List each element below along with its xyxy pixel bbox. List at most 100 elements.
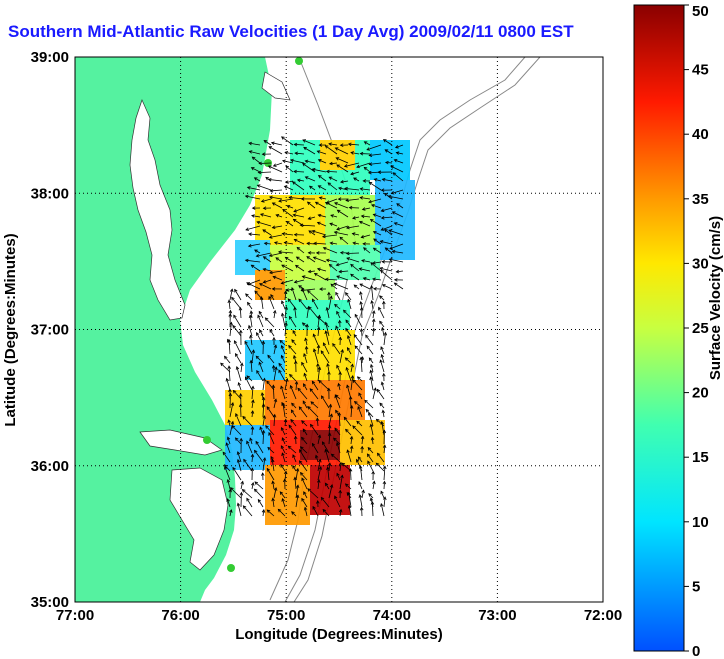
velocity-arrow-head	[362, 179, 367, 183]
velocity-arrow-head	[298, 406, 303, 410]
velocity-arrow-head	[281, 437, 285, 441]
velocity-arrow-head	[303, 372, 307, 377]
velocity-arrow-head	[312, 256, 317, 260]
velocity-arrow-head	[263, 241, 268, 246]
velocity-arrow-head	[305, 323, 309, 328]
velocity-arrow-head	[317, 213, 322, 218]
velocity-arrow	[346, 367, 352, 382]
velocity-arrow	[263, 268, 272, 272]
velocity-arrow	[318, 380, 330, 391]
velocity-arrow	[302, 275, 316, 281]
velocity-arrow	[273, 276, 283, 281]
velocity-arrow-head	[249, 334, 253, 339]
velocity-arrow	[366, 345, 374, 355]
velocity-arrow-head	[251, 349, 256, 354]
velocity-arrow	[288, 445, 297, 454]
velocity-arrow	[312, 298, 319, 310]
velocity-arrow-head	[273, 309, 277, 314]
velocity-arrow-head	[343, 416, 348, 421]
velocity-arrow-head	[333, 282, 338, 286]
velocity-arrow	[338, 383, 341, 391]
velocity-arrow	[292, 465, 297, 472]
velocity-arrow	[350, 264, 360, 272]
velocity-arrow-head	[369, 363, 374, 368]
colorbar-tick-label: 5	[692, 578, 700, 595]
velocity-arrow-head	[356, 420, 360, 425]
velocity-arrow-head	[379, 266, 384, 271]
velocity-arrow-head	[283, 185, 288, 189]
velocity-arrow	[272, 385, 275, 400]
velocity-arrow	[249, 438, 253, 445]
velocity-arrow	[291, 409, 297, 418]
velocity-arrow	[385, 161, 393, 164]
velocity-arrow	[251, 215, 261, 218]
velocity-arrow	[284, 378, 288, 391]
velocity-arrow-head	[250, 453, 255, 458]
velocity-arrow-head	[395, 269, 400, 274]
velocity-arrow	[262, 404, 265, 418]
velocity-arrow-head	[278, 199, 282, 203]
velocity-arrow-head	[355, 458, 360, 463]
velocity-arrow	[381, 216, 393, 219]
velocity-arrow-head	[361, 489, 365, 494]
velocity-arrow	[356, 162, 371, 168]
velocity-arrow	[345, 357, 352, 364]
velocity-arrow-head	[293, 435, 298, 440]
velocity-arrow	[293, 207, 305, 213]
velocity-arrow-head	[381, 284, 386, 288]
velocity-arrow	[348, 505, 352, 517]
velocity-arrow-head	[384, 247, 389, 251]
velocity-arrow	[257, 315, 264, 328]
velocity-arrow-head	[234, 437, 239, 442]
velocity-arrow-head	[270, 141, 275, 145]
velocity-arrow-head	[232, 324, 236, 329]
velocity-arrow	[235, 437, 242, 445]
velocity-arrow	[334, 395, 341, 409]
velocity-arrow-head	[291, 339, 295, 343]
velocity-arrow	[339, 475, 343, 490]
velocity-arrow-head	[228, 392, 233, 397]
velocity-arrow	[315, 201, 327, 209]
velocity-arrow	[336, 473, 341, 481]
velocity-arrow	[249, 150, 261, 155]
velocity-arrow-head	[371, 327, 376, 332]
velocity-arrow-head	[384, 160, 389, 165]
velocity-arrow-head	[357, 456, 362, 461]
velocity-arrow-head	[248, 150, 253, 154]
velocity-arrow-head	[361, 207, 366, 211]
velocity-arrow-head	[292, 454, 296, 458]
velocity-arrow-head	[273, 398, 278, 403]
velocity-arrow-head	[322, 508, 327, 513]
velocity-arrow-head	[378, 306, 382, 311]
velocity-arrow-head	[345, 292, 349, 296]
velocity-arrow	[395, 144, 404, 148]
velocity-arrow	[321, 395, 330, 409]
velocity-arrow-head	[279, 339, 284, 344]
velocity-arrow	[318, 214, 327, 218]
velocity-arrow-head	[334, 427, 338, 432]
velocity-arrow-head	[316, 150, 321, 154]
velocity-arrow-head	[322, 246, 327, 251]
velocity-arrow-head	[370, 436, 375, 441]
velocity-arrow	[370, 377, 374, 391]
velocity-arrow-head	[239, 329, 243, 334]
velocity-arrow-head	[270, 455, 274, 460]
velocity-arrow	[361, 490, 364, 499]
velocity-arrow	[379, 402, 385, 409]
velocity-arrow	[326, 307, 330, 319]
velocity-arrow	[338, 412, 341, 427]
velocity-arrow	[281, 300, 286, 310]
velocity-arrow-head	[293, 142, 298, 147]
velocity-arrow	[256, 252, 272, 257]
velocity-arrow	[270, 294, 275, 301]
velocity-arrow-head	[327, 462, 332, 466]
velocity-arrow-head	[381, 177, 386, 182]
velocity-arrow	[336, 164, 349, 173]
velocity-arrow-head	[344, 357, 349, 361]
velocity-arrow	[360, 291, 363, 301]
velocity-arrow-head	[358, 481, 362, 485]
velocity-arrow-head	[293, 238, 298, 243]
velocity-arrow-head	[353, 400, 358, 405]
x-tick-label: 76:00	[161, 607, 199, 624]
velocity-arrow-head	[380, 216, 385, 220]
